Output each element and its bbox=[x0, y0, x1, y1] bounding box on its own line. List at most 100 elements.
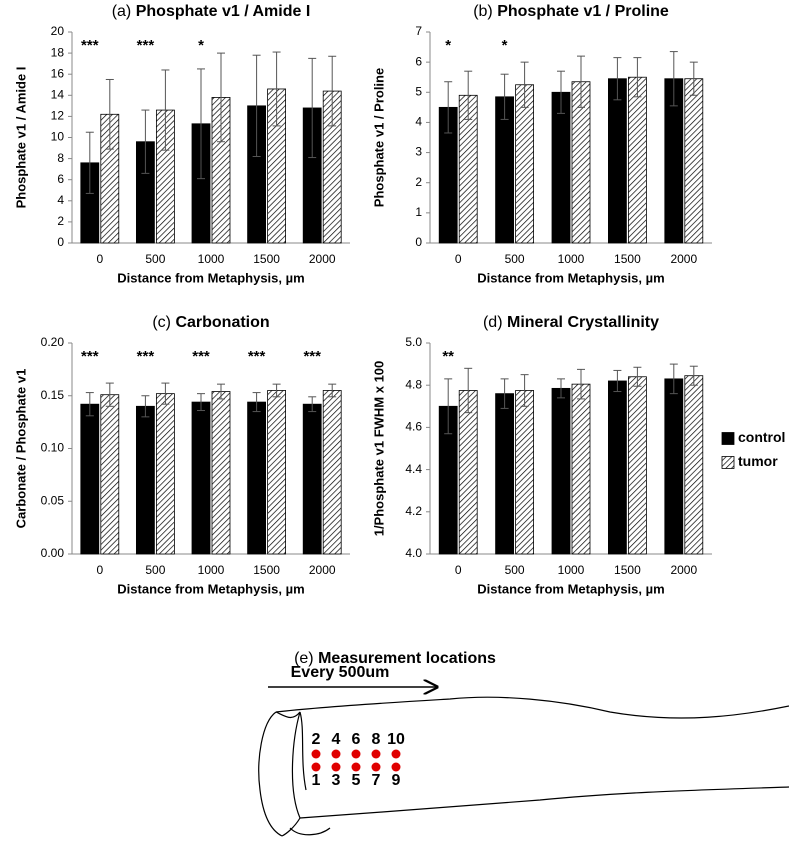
y-tick-label: 6 bbox=[415, 54, 422, 68]
error-bar bbox=[633, 57, 642, 98]
x-tick-label: 1000 bbox=[558, 252, 585, 266]
arrow-label: Every 500um bbox=[291, 664, 390, 681]
x-tick-label: 500 bbox=[145, 563, 165, 577]
error-bar bbox=[105, 78, 114, 150]
legend-label: control bbox=[738, 429, 785, 445]
y-tick-label: 0.10 bbox=[41, 441, 65, 455]
x-tick-label: 1500 bbox=[253, 252, 280, 266]
bar bbox=[628, 376, 647, 555]
x-tick-label: 0 bbox=[455, 563, 462, 577]
bar bbox=[608, 78, 627, 244]
bar bbox=[495, 393, 515, 555]
x-tick-label: 2000 bbox=[309, 252, 336, 266]
y-tick-label: 8 bbox=[57, 151, 64, 165]
significance-label: *** bbox=[303, 348, 321, 365]
error-bar bbox=[85, 131, 94, 194]
x-tick-label: 2000 bbox=[670, 563, 697, 577]
location-dot bbox=[351, 749, 361, 759]
significance-label: * bbox=[445, 37, 451, 54]
error-bar bbox=[161, 382, 170, 405]
x-axis-label: Distance from Metaphysis, µm bbox=[117, 270, 304, 285]
panel-label: (c) bbox=[152, 314, 171, 331]
location-dot bbox=[311, 749, 321, 759]
title-text: Carbonation bbox=[175, 314, 269, 331]
error-bar bbox=[669, 51, 678, 107]
error-bar bbox=[520, 374, 529, 407]
y-tick-label: 1 bbox=[415, 205, 422, 219]
panel-label: (b) bbox=[473, 3, 493, 20]
y-tick-label: 10 bbox=[51, 130, 65, 144]
x-tick-label: 0 bbox=[96, 563, 103, 577]
bar bbox=[100, 394, 120, 555]
error-bar bbox=[557, 70, 565, 114]
y-axis-label: Phosphate v1 / Proline bbox=[371, 68, 386, 207]
bar bbox=[515, 84, 534, 244]
error-bar bbox=[613, 57, 622, 101]
y-tick-label: 4.6 bbox=[405, 420, 422, 434]
y-tick-label: 5 bbox=[415, 84, 422, 98]
error-bar bbox=[217, 383, 225, 400]
legend-label: tumor bbox=[738, 453, 778, 469]
y-tick-label: 2 bbox=[57, 214, 64, 228]
error-bar bbox=[500, 378, 509, 409]
y-tick-label: 18 bbox=[51, 45, 65, 59]
location-number: 7 bbox=[372, 772, 381, 789]
y-tick-label: 0.15 bbox=[41, 388, 65, 402]
x-axis-label: Distance from Metaphysis, µm bbox=[477, 581, 664, 596]
location-number: 10 bbox=[387, 731, 405, 748]
x-axis-label: Distance from Metaphysis, µm bbox=[477, 270, 664, 285]
diagram-title: (e) Measurement locations bbox=[294, 650, 496, 667]
error-bar bbox=[105, 382, 114, 407]
error-bar bbox=[669, 363, 678, 395]
location-dot bbox=[311, 762, 321, 772]
y-tick-label: 0.00 bbox=[41, 546, 65, 560]
x-tick-label: 1500 bbox=[253, 563, 280, 577]
error-bar bbox=[141, 109, 150, 174]
y-tick-label: 16 bbox=[51, 66, 65, 80]
error-bar bbox=[444, 378, 453, 435]
location-dot bbox=[331, 762, 341, 772]
location-dot bbox=[351, 762, 361, 772]
error-bar bbox=[272, 51, 281, 127]
error-bar bbox=[444, 81, 453, 134]
x-tick-label: 1500 bbox=[614, 252, 641, 266]
x-tick-label: 0 bbox=[96, 252, 103, 266]
y-tick-label: 4.2 bbox=[405, 504, 422, 518]
chart-title: (a) Phosphate v1 / Amide I bbox=[112, 3, 311, 20]
error-bar bbox=[633, 366, 642, 387]
significance-label: ** bbox=[442, 348, 454, 365]
panel-label: (e) bbox=[294, 650, 314, 667]
x-tick-label: 2000 bbox=[670, 252, 697, 266]
bar bbox=[684, 78, 704, 244]
location-dot bbox=[371, 749, 381, 759]
location-number: 8 bbox=[372, 731, 381, 748]
error-bar bbox=[328, 55, 337, 127]
location-number: 9 bbox=[392, 772, 401, 789]
title-text: Phosphate v1 / Proline bbox=[497, 3, 669, 20]
title-text: Mineral Crystallinity bbox=[507, 314, 659, 331]
y-tick-label: 14 bbox=[51, 87, 65, 101]
bar bbox=[155, 393, 175, 555]
significance-label: * bbox=[502, 37, 508, 54]
y-tick-label: 0 bbox=[57, 235, 64, 249]
error-bar bbox=[85, 392, 94, 417]
y-tick-label: 6 bbox=[57, 172, 64, 186]
significance-label: * bbox=[198, 37, 204, 54]
error-bar bbox=[161, 69, 170, 151]
bar bbox=[211, 391, 231, 555]
title-text: Measurement locations bbox=[318, 650, 496, 667]
location-dot bbox=[371, 762, 381, 772]
bar bbox=[191, 401, 211, 555]
error-bar bbox=[308, 396, 317, 413]
bar bbox=[515, 390, 534, 555]
significance-label: *** bbox=[192, 348, 210, 365]
chart-title: (b) Phosphate v1 / Proline bbox=[473, 3, 669, 20]
y-tick-label: 4 bbox=[57, 193, 64, 207]
significance-label: *** bbox=[81, 348, 99, 365]
bar bbox=[80, 403, 100, 555]
error-bar bbox=[252, 54, 261, 157]
error-bar bbox=[141, 395, 150, 418]
chart-title: (d) Mineral Crystallinity bbox=[483, 314, 659, 331]
bar bbox=[551, 387, 571, 555]
